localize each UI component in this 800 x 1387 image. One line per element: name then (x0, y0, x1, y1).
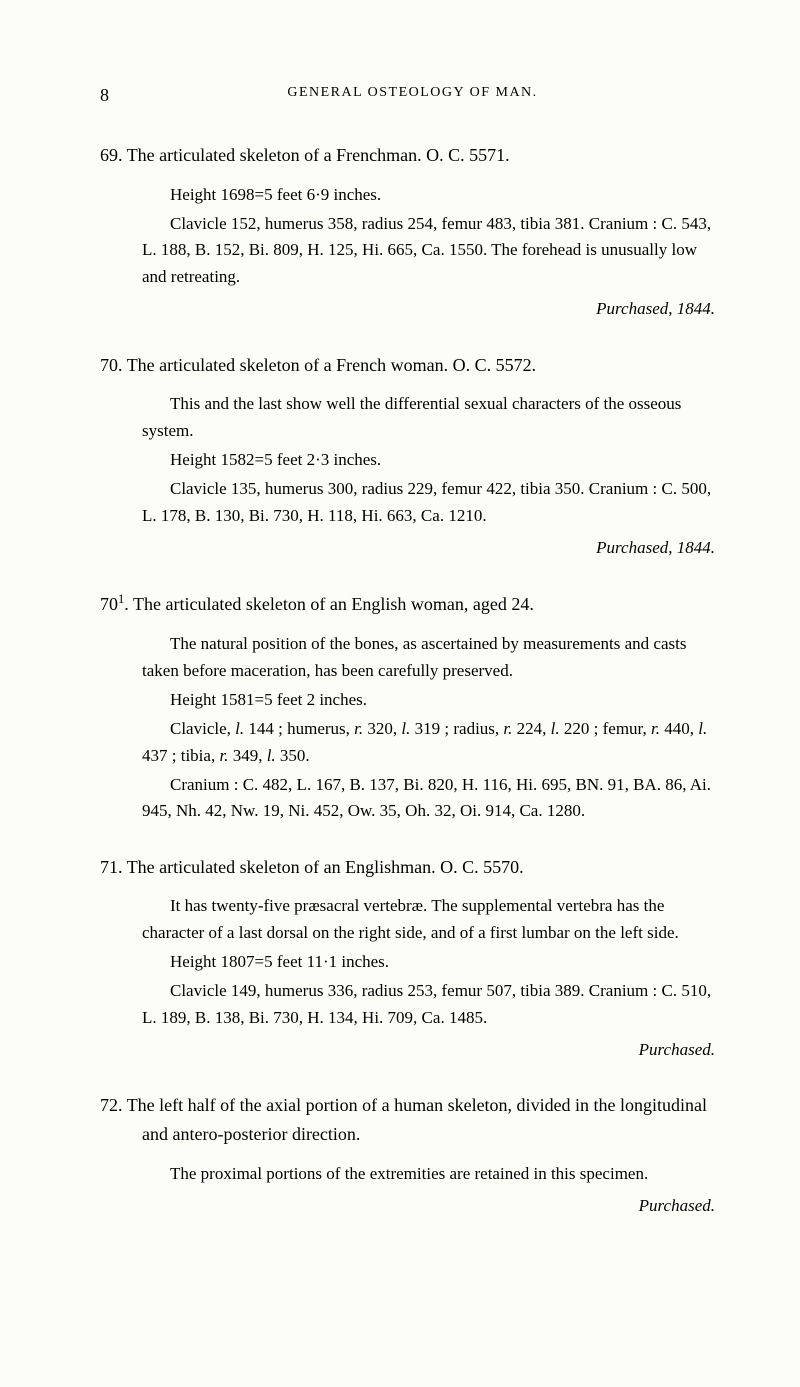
entry-number: 701. (100, 594, 129, 614)
entry-title-text: The articulated skeleton of a Frenchman.… (127, 145, 510, 165)
catalog-entry: 71. The articulated skeleton of an Engli… (100, 853, 725, 1064)
entry-paragraph: Clavicle 135, humerus 300, radius 229, f… (142, 476, 725, 529)
catalog-entry: 72. The left half of the axial portion o… (100, 1091, 725, 1219)
entry-title: 72. The left half of the axial portion o… (100, 1091, 725, 1149)
entry-number: 71. (100, 857, 123, 877)
entry-body: Height 1698=5 feet 6·9 inches. Clavicle … (100, 182, 725, 323)
entry-paragraph: Height 1582=5 feet 2·3 inches. (142, 447, 725, 473)
entry-paragraph: Height 1807=5 feet 11·1 inches. (142, 949, 725, 975)
catalog-entry: 701. The articulated skeleton of an Engl… (100, 589, 725, 824)
purchased-line: Purchased, 1844. (142, 535, 725, 561)
entry-paragraph: Height 1581=5 feet 2 inches. (142, 687, 725, 713)
entry-title-text: The articulated skeleton of a French wom… (127, 355, 536, 375)
entry-number: 69. (100, 145, 123, 165)
entry-title: 70. The articulated skeleton of a French… (100, 351, 725, 380)
entry-title: 69. The articulated skeleton of a French… (100, 141, 725, 170)
entry-body: The proximal portions of the extremities… (100, 1161, 725, 1220)
entry-paragraph: Height 1698=5 feet 6·9 inches. (142, 182, 725, 208)
entry-paragraph: Cranium : C. 482, L. 167, B. 137, Bi. 82… (142, 772, 725, 825)
page-header: GENERAL OSTEOLOGY OF MAN. (100, 85, 725, 101)
entry-paragraph: The natural position of the bones, as as… (142, 631, 725, 684)
entry-number: 70. (100, 355, 123, 375)
entry-number: 72. (100, 1095, 123, 1115)
entry-body: This and the last show well the differen… (100, 391, 725, 561)
entry-body: The natural position of the bones, as as… (100, 631, 725, 824)
purchased-line: Purchased, 1844. (142, 296, 725, 322)
document-page: 8 GENERAL OSTEOLOGY OF MAN. 69. The arti… (0, 0, 800, 1298)
page-number: 8 (100, 85, 109, 106)
entry-title-text: The left half of the axial portion of a … (127, 1095, 707, 1144)
entry-paragraph: It has twenty-five præsacral vertebræ. T… (142, 893, 725, 946)
entry-title-text: The articulated skeleton of an Englishma… (127, 857, 524, 877)
entry-title-text: The articulated skeleton of an English w… (133, 594, 534, 614)
entry-title: 701. The articulated skeleton of an Engl… (100, 589, 725, 619)
purchased-line: Purchased. (142, 1193, 725, 1219)
entry-paragraph: Clavicle 152, humerus 358, radius 254, f… (142, 211, 725, 290)
entry-paragraph: This and the last show well the differen… (142, 391, 725, 444)
entry-title: 71. The articulated skeleton of an Engli… (100, 853, 725, 882)
catalog-entry: 69. The articulated skeleton of a French… (100, 141, 725, 323)
entry-paragraph: Clavicle 149, humerus 336, radius 253, f… (142, 978, 725, 1031)
entry-body: It has twenty-five præsacral vertebræ. T… (100, 893, 725, 1063)
entry-paragraph: Clavicle, l. 144 ; humerus, r. 320, l. 3… (142, 716, 725, 769)
entry-paragraph: The proximal portions of the extremities… (142, 1161, 725, 1187)
catalog-entry: 70. The articulated skeleton of a French… (100, 351, 725, 562)
purchased-line: Purchased. (142, 1037, 725, 1063)
